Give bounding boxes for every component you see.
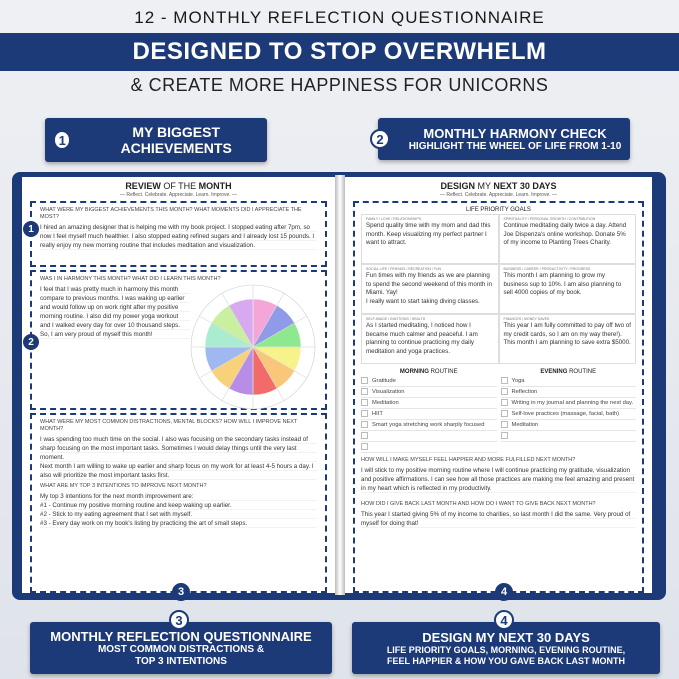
headline-top: 12 - MONTHLY REFLECTION QUESTIONNAIRE: [134, 8, 545, 27]
answer: I hired an amazing designer that is help…: [40, 223, 317, 250]
goal-cell: FINANCES / MONEY SAVED This year I am ful…: [498, 314, 636, 364]
planner-spine: [335, 175, 345, 595]
number-badge: 4: [494, 610, 514, 630]
evening-item[interactable]: Reflection: [500, 387, 636, 399]
question: WHAT WERE MY MOST COMMON DISTRACTIONS, M…: [40, 419, 298, 432]
callout-sub: TOP 3 INTENTIONS: [135, 655, 227, 667]
wheel-divider: [252, 346, 307, 379]
callout-sub: FEEL HAPPIER & HOW YOU GAVE BACK LAST MO…: [386, 655, 625, 666]
goal-cell: FAMILY / LOVE / RELATIONSHIPS Spend quali…: [361, 214, 499, 264]
goal-label: FAMILY / LOVE / RELATIONSHIPS: [366, 217, 422, 221]
callout-4: 4 DESIGN MY NEXT 30 DAYS LIFE PRIORITY G…: [352, 610, 660, 674]
goal-text: Continue meditating daily twice a day. A…: [503, 222, 627, 246]
goal-cell: BUSINESS / CAREER / PRODUCTIVITY / PROGR…: [498, 264, 636, 314]
headline-sub: & CREATE MORE HAPPINESS FOR UNICORNS: [130, 75, 549, 95]
morning-item[interactable]: Visualization: [361, 387, 497, 399]
question: HOW DID I GIVE BACK LAST MONTH AND HOW D…: [361, 501, 596, 508]
evening-item[interactable]: Self-love practices (massage, facial, ba…: [500, 409, 636, 421]
callout-1: 1 MY BIGGEST ACHIEVEMENTS: [45, 118, 267, 162]
goal-text: As I started meditating, I noticed how I…: [366, 322, 478, 355]
evening-item[interactable]: [500, 431, 636, 443]
wheel-of-life: [190, 284, 316, 410]
page-title: REVIEW OF THE MONTH: [125, 181, 232, 191]
goal-label: SELF-IMAGE / EMOTIONS / HEALTH: [366, 317, 426, 321]
evening-item[interactable]: Writing in my journal and planning the n…: [500, 398, 636, 410]
morning-item[interactable]: HIIT: [361, 409, 497, 421]
section-distractions: WHAT WERE MY MOST COMMON DISTRACTIONS, M…: [30, 413, 327, 601]
section-harmony: 2 WAS I IN HARMONY THIS MONTH? WHAT DID …: [23, 270, 327, 410]
callout-sub: LIFE PRIORITY GOALS, MORNING, EVENING RO…: [386, 644, 626, 655]
goal-text: This year I am fully committed to pay of…: [503, 322, 631, 346]
wheel-divider: [252, 293, 285, 348]
goals-title: LIFE PRIORITY GOALS: [466, 207, 531, 213]
answer: My top 3 intentions for the next month i…: [40, 492, 317, 528]
wheel-divider: [252, 315, 307, 348]
wheel-divider: [199, 346, 254, 379]
goal-label: SPIRITUALITY / PERSONAL GROWTH / CONTRIB…: [503, 217, 596, 221]
callout-title: MONTHLY HARMONY CHECK: [423, 126, 607, 141]
number-badge: 3: [169, 610, 189, 630]
morning-routine: MORNING ROUTINE Gratitude Visualization Med…: [361, 368, 497, 454]
goal-text: This month I am planning to grow my busi…: [503, 272, 622, 296]
morning-item[interactable]: [361, 431, 497, 443]
goal-text: Fun times with my friends as we are plan…: [366, 272, 492, 305]
evening-routine: EVENING ROUTINE Yoga Reflection Writing in …: [500, 368, 636, 453]
number-badge: 1: [23, 221, 39, 237]
callout-title: DESIGN MY NEXT 30 DAYS: [422, 629, 590, 645]
goal-label: FINANCES / MONEY SAVED: [503, 317, 550, 321]
callout-title: MY BIGGEST ACHIEVEMENTS: [120, 124, 232, 156]
page-subtitle: — Reflect. Celebrate. Appreciate. Learn.…: [120, 192, 237, 198]
left-page: REVIEW OF THE MONTH — Reflect. Celebrate…: [22, 177, 335, 601]
section-achievements: 1 WHAT WERE MY BIGGEST ACHIEVEMENTS THIS…: [23, 201, 327, 267]
routines: MORNING ROUTINE Gratitude Visualization Med…: [361, 368, 636, 454]
section-design: LIFE PRIORITY GOALS FAMILY / LOVE / RELA…: [353, 201, 644, 601]
evening-item[interactable]: Meditation: [500, 420, 636, 432]
morning-item[interactable]: [361, 442, 497, 454]
wheel-divider: [221, 346, 254, 401]
callout-2: 2 MONTHLY HARMONY CHECK HIGHLIGHT THE WH…: [370, 118, 630, 160]
morning-item[interactable]: Meditation: [361, 398, 497, 410]
headline-banner: DESIGNED TO STOP OVERWHELM: [0, 33, 679, 71]
callout-title: MONTHLY REFLECTION QUESTIONNAIRE: [50, 628, 312, 644]
goal-cell: SPIRITUALITY / PERSONAL GROWTH / CONTRIB…: [498, 214, 636, 264]
page-title: DESIGN MY NEXT 30 DAYS: [440, 181, 557, 191]
callout-3: 3 MONTHLY REFLECTION QUESTIONNAIRE MOST …: [30, 610, 332, 674]
morning-item[interactable]: Gratitude: [361, 376, 497, 388]
question: WAS I IN HARMONY THIS MONTH? WHAT DID I …: [40, 276, 221, 282]
answer: I was spending too much time on the soci…: [40, 435, 317, 480]
wheel-divider: [221, 293, 254, 348]
question: HOW WILL I MAKE MYSELF FEEL HAPPIER AND …: [361, 457, 576, 464]
wheel-divider: [252, 346, 285, 401]
question: WHAT ARE MY TOP 3 INTENTIONS TO IMPROVE …: [40, 483, 207, 489]
wheel-divider: [199, 315, 254, 348]
question: WHAT WERE MY BIGGEST ACHIEVEMENTS THIS M…: [40, 207, 302, 220]
answer: I will stick to my positive morning rout…: [361, 466, 636, 494]
goal-label: BUSINESS / CAREER / PRODUCTIVITY / PROGR…: [503, 267, 591, 271]
number-badge: 4: [495, 583, 513, 601]
number-badge: 2: [370, 129, 390, 149]
page-subtitle: — Reflect. Celebrate. Appreciate. Learn.…: [440, 192, 557, 198]
number-badge: 2: [23, 334, 39, 350]
goal-cell: SELF-IMAGE / EMOTIONS / HEALTH As I start…: [361, 314, 499, 364]
goal-label: SOCIAL LIFE / FRIENDS / RECREATION / FUN: [366, 267, 442, 271]
morning-item[interactable]: Smart yoga stretching work sharply focus…: [361, 420, 497, 432]
answer: I feel that I was pretty much in harmony…: [40, 285, 190, 339]
right-page: DESIGN MY NEXT 30 DAYS — Reflect. Celebr…: [345, 177, 652, 601]
callout-sub: HIGHLIGHT THE WHEEL OF LIFE FROM 1-10: [408, 141, 622, 152]
callout-sub: MOST COMMON DISTRACTIONS &: [97, 643, 265, 655]
answer: This year I started giving 5% of my inco…: [361, 510, 636, 529]
goal-text: Spend quality time with my mom and dad t…: [366, 222, 491, 246]
number-badge: 1: [53, 130, 72, 150]
evening-item[interactable]: Yoga: [500, 376, 636, 388]
goal-cell: SOCIAL LIFE / FRIENDS / RECREATION / FUN…: [361, 264, 499, 314]
number-badge: 3: [172, 583, 190, 601]
goals-grid: FAMILY / LOVE / RELATIONSHIPS Spend quali…: [361, 214, 636, 364]
